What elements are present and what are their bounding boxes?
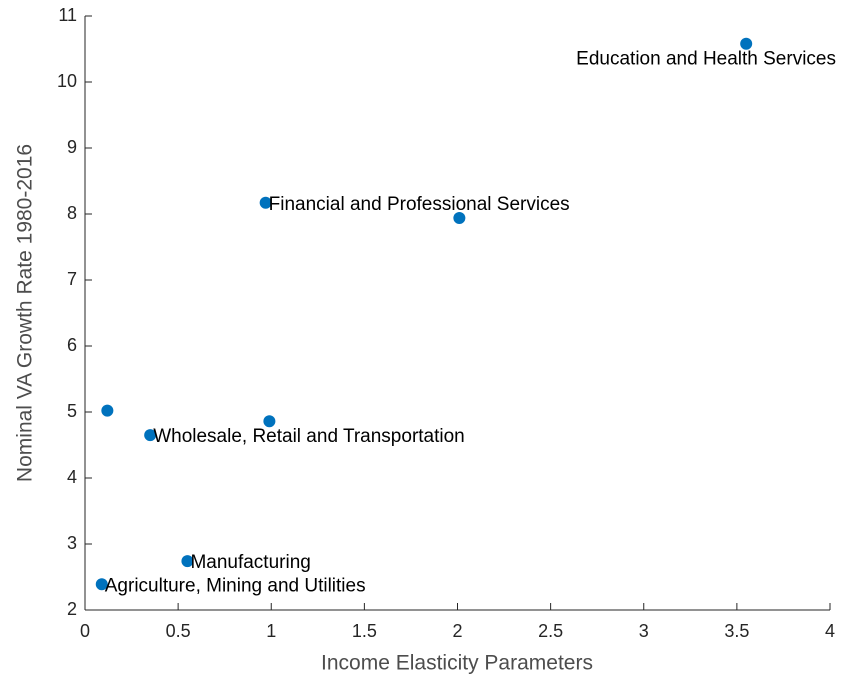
y-tick-label: 5: [67, 401, 77, 421]
x-tick-label: 1.5: [352, 621, 377, 641]
y-tick-label: 9: [67, 137, 77, 157]
y-tick-label: 11: [58, 5, 77, 25]
x-tick-label: 2: [452, 621, 462, 641]
point: [95, 578, 108, 591]
point-label: Agriculture, Mining and Utilities: [105, 575, 366, 596]
point-label: Manufacturing: [190, 552, 310, 573]
point-label: Wholesale, Retail and Transportation: [153, 426, 465, 447]
y-tick-label: 8: [67, 203, 77, 223]
x-tick-label: 3: [639, 621, 649, 641]
point: [263, 415, 276, 428]
y-axis-title: Nominal VA Growth Rate 1980-2016: [14, 144, 37, 482]
x-tick-label: 3.5: [724, 621, 749, 641]
y-tick-label: 2: [67, 599, 77, 619]
point: [181, 555, 194, 568]
x-tick-label: 4: [825, 621, 835, 641]
y-tick-label: 7: [67, 269, 77, 289]
point-label: Education and Health Services: [576, 49, 836, 70]
point: [144, 429, 157, 442]
y-tick-label: 6: [67, 335, 77, 355]
x-tick-label: 2.5: [538, 621, 563, 641]
y-tick-label: 4: [67, 467, 77, 487]
x-tick-label: 0.5: [166, 621, 191, 641]
point: [101, 404, 114, 417]
y-tick-label: 3: [67, 533, 77, 553]
point: [740, 37, 753, 50]
point: [259, 196, 272, 209]
y-tick-label: 10: [57, 71, 77, 91]
point: [453, 211, 466, 224]
x-tick-label: 1: [266, 621, 276, 641]
x-tick-label: 0: [80, 621, 90, 641]
x-axis-title: Income Elasticity Parameters: [321, 652, 593, 675]
point-label: Financial and Professional Services: [269, 194, 570, 215]
